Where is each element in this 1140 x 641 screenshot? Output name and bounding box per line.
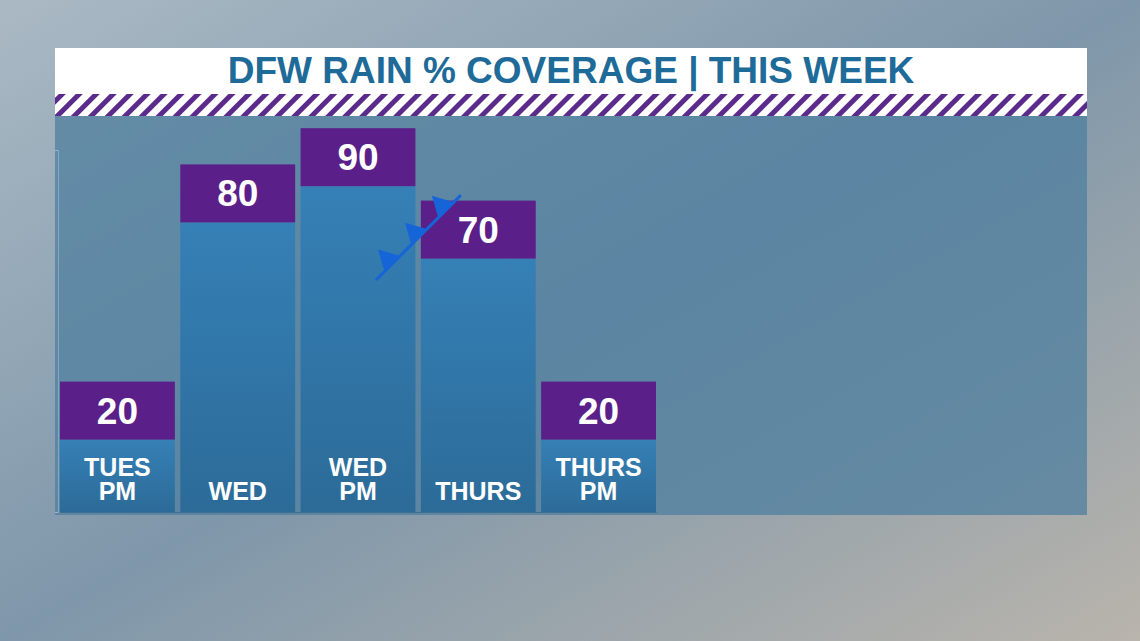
bar xyxy=(60,440,175,512)
x-axis-line xyxy=(61,512,657,513)
bar xyxy=(421,259,536,512)
front-triangle xyxy=(370,242,400,272)
chart-title: DFW RAIN % COVERAGE | THIS WEEK xyxy=(228,50,915,92)
y-axis-line xyxy=(55,151,59,513)
background xyxy=(0,0,1140,641)
bar xyxy=(541,440,656,512)
x-tick-label: THURS xyxy=(435,477,521,505)
x-tick-label: WEDPM xyxy=(329,453,387,505)
x-tick-label-line: WED xyxy=(209,477,267,505)
data-label: 20 xyxy=(578,391,619,432)
x-tick-label: WED xyxy=(209,477,267,505)
front-triangle xyxy=(424,188,454,218)
y-axis xyxy=(55,151,59,513)
bar xyxy=(301,186,416,512)
y-tick xyxy=(55,150,58,151)
y-tick-mark xyxy=(55,150,58,151)
front-symbol xyxy=(362,181,461,280)
data-label: 80 xyxy=(217,173,258,214)
x-tick-label-line: PM xyxy=(339,477,377,505)
x-tick: THURS xyxy=(435,477,521,512)
x-axis: TUESPM WED WEDPM THURS THURSPM xyxy=(61,453,657,513)
label-box xyxy=(60,382,175,440)
data-labels: 20 80 90 70 20 xyxy=(60,128,656,439)
bar xyxy=(180,222,295,512)
x-tick-label-line: THURS xyxy=(435,477,521,505)
bars xyxy=(60,186,656,512)
x-tick: WED xyxy=(209,477,267,512)
front-triangle xyxy=(397,215,427,245)
label-box xyxy=(541,382,656,440)
x-tick: WEDPM xyxy=(329,453,387,512)
x-tick: THURSPM xyxy=(556,453,642,512)
data-label: 90 xyxy=(337,137,378,178)
y-tick xyxy=(55,512,58,513)
title-banner xyxy=(55,48,1087,94)
label-box xyxy=(301,128,416,186)
x-tick-label-line: PM xyxy=(99,477,136,505)
x-tick-label-line: PM xyxy=(580,477,618,505)
x-tick-label: THURSPM xyxy=(556,453,642,505)
data-label: 20 xyxy=(97,391,138,432)
y-tick-mark xyxy=(55,512,58,513)
x-tick-label: TUESPM xyxy=(84,453,151,505)
stripe-band xyxy=(55,94,1087,116)
label-box xyxy=(180,164,295,222)
panel xyxy=(55,95,1087,515)
x-tick: TUESPM xyxy=(84,453,151,512)
data-label: 70 xyxy=(458,210,499,251)
